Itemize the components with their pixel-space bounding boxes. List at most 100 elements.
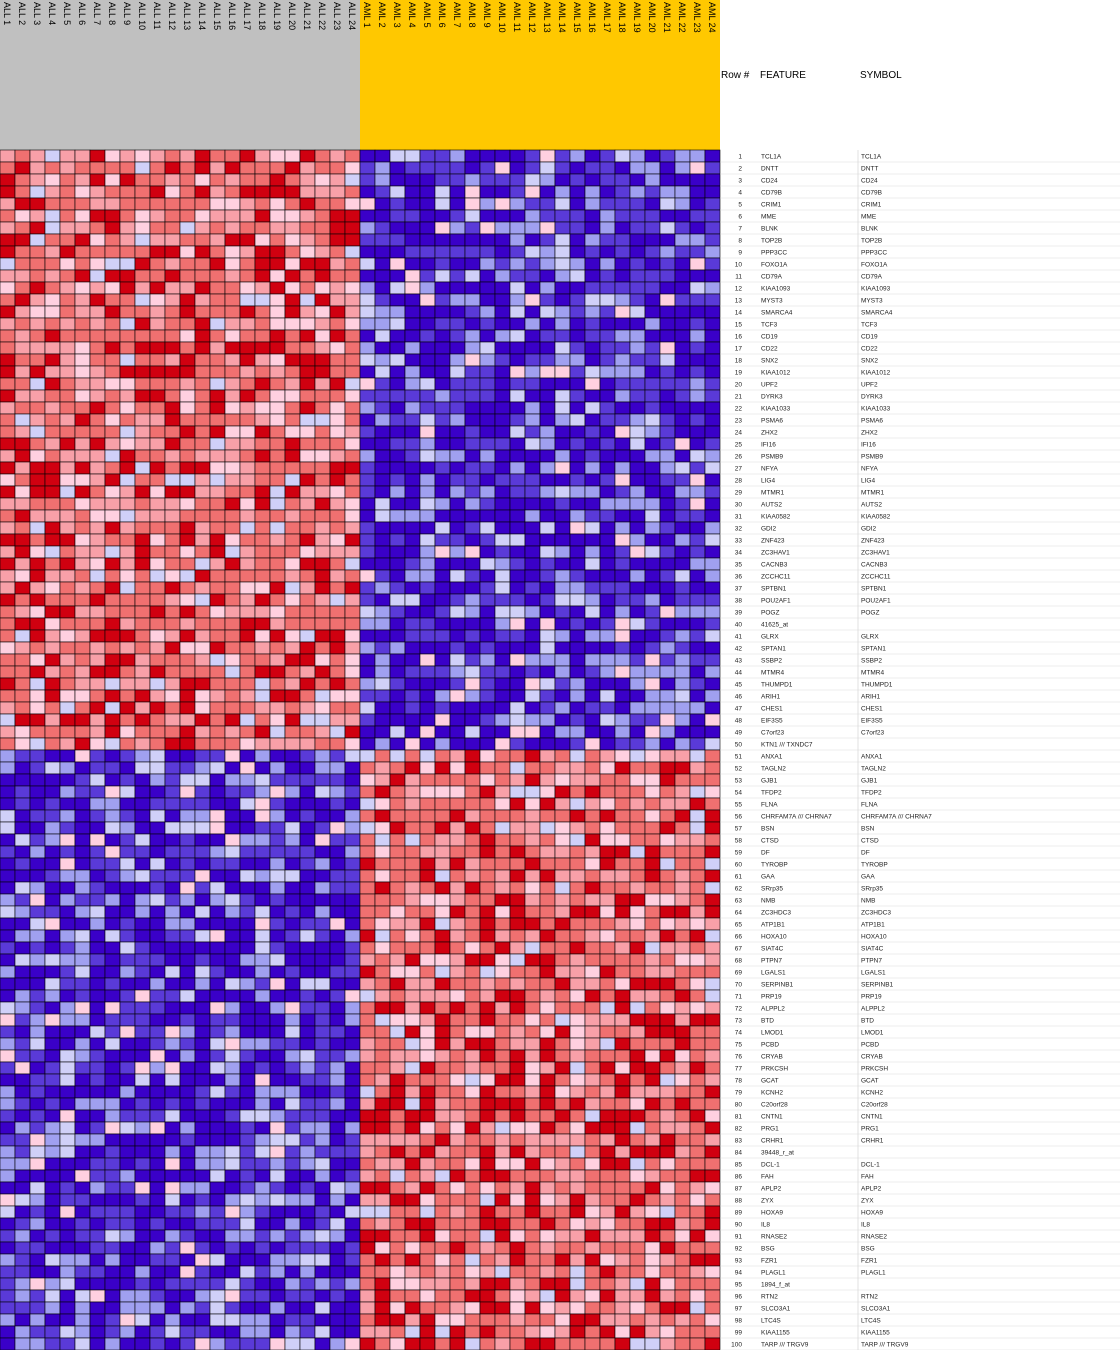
heatmap-cell: [269, 1301, 286, 1315]
heatmap-cell: [539, 1145, 556, 1159]
heatmap-cell: [614, 281, 631, 295]
heatmap-cell: [209, 1289, 226, 1303]
heatmap-cell: [14, 917, 31, 931]
heatmap-cell: [74, 1121, 91, 1135]
heatmap-cell: [524, 233, 541, 247]
heatmap-cell: [74, 1037, 91, 1051]
heatmap-cell: [524, 1337, 541, 1350]
heatmap-cell: [494, 329, 511, 343]
heatmap-cell: [509, 833, 526, 847]
heatmap-cell: [569, 209, 586, 223]
heatmap-cell: [479, 1313, 496, 1327]
symbol-cell: DNTT: [861, 166, 878, 173]
heatmap-cell: [374, 665, 391, 679]
heatmap-cell: [629, 701, 646, 715]
heatmap-cell: [344, 617, 361, 631]
heatmap-cell: [569, 845, 586, 859]
heatmap-cell: [689, 965, 706, 979]
heatmap-cell: [359, 1109, 376, 1123]
heatmap-cell: [269, 1085, 286, 1099]
heatmap-cell: [509, 653, 526, 667]
heatmap-cell: [539, 737, 556, 751]
heatmap-cell: [584, 173, 601, 187]
heatmap-cell: [149, 197, 166, 211]
heatmap-cell: [254, 989, 271, 1003]
heatmap-cell: [434, 1025, 451, 1039]
heatmap-cell: [524, 509, 541, 523]
heatmap-cell: [569, 761, 586, 775]
heatmap-cell: [659, 377, 676, 391]
heatmap-cell: [209, 1013, 226, 1027]
heatmap-cell: [374, 893, 391, 907]
heatmap-cell: [404, 545, 421, 559]
heatmap-cell: [59, 1097, 76, 1111]
heatmap-cell: [359, 401, 376, 415]
heatmap-cell: [299, 353, 316, 367]
heatmap-cell: [464, 1109, 481, 1123]
heatmap-cell: [389, 197, 406, 211]
heatmap-cell: [0, 1241, 16, 1255]
heatmap-cell: [644, 149, 661, 163]
heatmap-cell: [89, 461, 106, 475]
heatmap-cell: [494, 293, 511, 307]
heatmap-cell: [179, 653, 196, 667]
heatmap-cell: [44, 161, 61, 175]
heatmap-cell: [629, 305, 646, 319]
heatmap-cell: [104, 797, 121, 811]
heatmap-cell: [554, 797, 571, 811]
heatmap-cell: [389, 161, 406, 175]
heatmap-cell: [299, 617, 316, 631]
heatmap-cell: [119, 893, 136, 907]
heatmap-cell: [569, 1325, 586, 1339]
heatmap-cell: [419, 1313, 436, 1327]
heatmap-cell: [29, 509, 46, 523]
heatmap-cell: [554, 1301, 571, 1315]
heatmap-cell: [134, 305, 151, 319]
heatmap-cell: [344, 245, 361, 259]
heatmap-cell: [314, 401, 331, 415]
heatmap-cell: [149, 1205, 166, 1219]
heatmap-cell: [584, 581, 601, 595]
heatmap-cell: [149, 869, 166, 883]
heatmap-cell: [119, 1313, 136, 1327]
heatmap-cell: [254, 941, 271, 955]
heatmap-cell: [614, 953, 631, 967]
heatmap-cell: [554, 1241, 571, 1255]
heatmap-cell: [194, 845, 211, 859]
heatmap-cell: [599, 149, 616, 163]
heatmap-cell: [584, 461, 601, 475]
heatmap-cell: [239, 353, 256, 367]
heatmap-cell: [344, 989, 361, 1003]
feature-cell: FOXO1A: [761, 262, 788, 269]
heatmap-cell: [389, 1013, 406, 1027]
heatmap-cell: [539, 485, 556, 499]
heatmap-cell: [689, 389, 706, 403]
heatmap-cell: [194, 1277, 211, 1291]
heatmap-cell: [104, 401, 121, 415]
heatmap-cell: [419, 701, 436, 715]
heatmap-cell: [284, 749, 301, 763]
symbol-cell: NFYA: [861, 466, 879, 473]
heatmap-cell: [284, 833, 301, 847]
heatmap-cell: [314, 269, 331, 283]
column-label: ALL 21: [302, 2, 312, 30]
heatmap-cell: [29, 629, 46, 643]
heatmap-cell: [0, 797, 16, 811]
heatmap-cell: [539, 1241, 556, 1255]
heatmap-cell: [584, 845, 601, 859]
heatmap-cell: [584, 677, 601, 691]
heatmap-cell: [479, 857, 496, 871]
heatmap-cell: [359, 713, 376, 727]
heatmap-cell: [689, 209, 706, 223]
heatmap-cell: [314, 665, 331, 679]
heatmap-cell: [44, 485, 61, 499]
heatmap-cell: [689, 629, 706, 643]
heatmap-cell: [224, 1325, 241, 1339]
heatmap-cell: [629, 1277, 646, 1291]
heatmap-cell: [209, 161, 226, 175]
heatmap-cell: [44, 1241, 61, 1255]
heatmap-cell: [239, 1313, 256, 1327]
heatmap-cell: [269, 185, 286, 199]
heatmap-cell: [149, 1037, 166, 1051]
heatmap-cell: [149, 1181, 166, 1195]
